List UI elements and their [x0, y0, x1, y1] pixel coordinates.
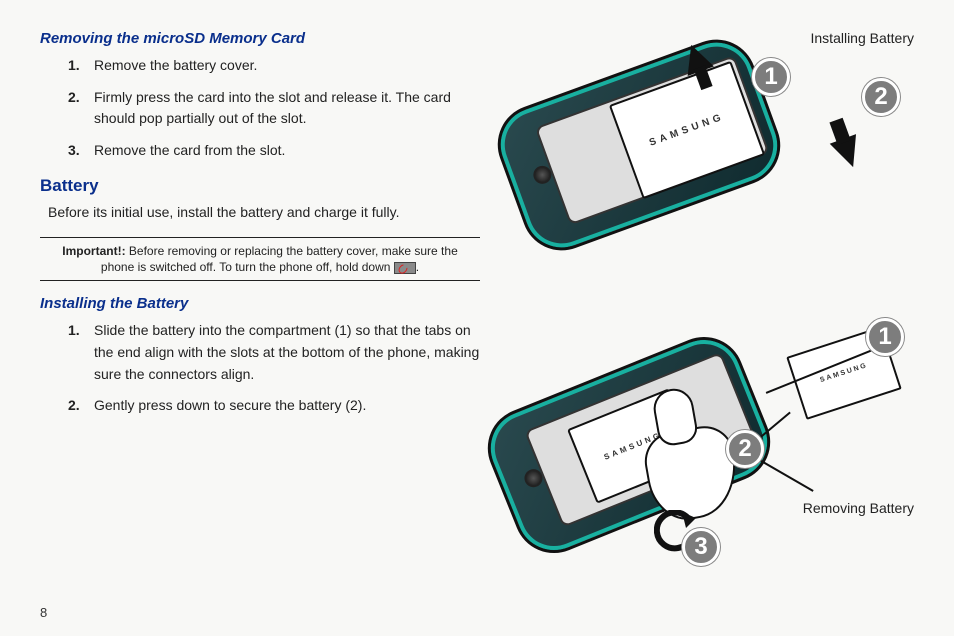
list-removing-microsd: 1. Remove the battery cover. 2. Firmly p… [68, 55, 480, 162]
brand-label: SAMSUNG [648, 111, 726, 148]
list-item: 1. Slide the battery into the compartmen… [68, 320, 480, 385]
list-text: Slide the battery into the compartment (… [94, 320, 480, 385]
list-text: Firmly press the card into the slot and … [94, 87, 480, 130]
list-item: 2. Firmly press the card into the slot a… [68, 87, 480, 130]
step-badge-2: 2 [726, 430, 764, 468]
list-item: 3. Remove the card from the slot. [68, 140, 480, 162]
power-key-icon [394, 262, 416, 274]
list-item: 1. Remove the battery cover. [68, 55, 480, 77]
step-badge-1: 1 [866, 318, 904, 356]
list-text: Gently press down to secure the battery … [94, 395, 480, 417]
right-column-figures: Installing Battery SAMSUNG 1 2 SAMSUNG S… [504, 30, 924, 590]
page-number: 8 [40, 605, 47, 620]
list-number: 3. [68, 140, 94, 162]
step-badge-2: 2 [862, 78, 900, 116]
list-text: Remove the battery cover. [94, 55, 480, 77]
list-number: 1. [68, 55, 94, 77]
important-text-end: . [416, 260, 419, 274]
list-number: 2. [68, 87, 94, 130]
arrow-down-icon [830, 134, 867, 172]
battery-intro-text: Before its initial use, install the batt… [48, 202, 480, 223]
important-label: Important!: [62, 244, 129, 258]
list-item: 2. Gently press down to secure the batte… [68, 395, 480, 417]
step-badge-1: 1 [752, 58, 790, 96]
list-installing-battery: 1. Slide the battery into the compartmen… [68, 320, 480, 417]
step-badge-3: 3 [682, 528, 720, 566]
list-number: 1. [68, 320, 94, 385]
heading-removing-microsd: Removing the microSD Memory Card [40, 30, 480, 47]
heading-battery: Battery [40, 176, 480, 196]
caption-removing-battery: Removing Battery [803, 500, 914, 516]
brand-label: SAMSUNG [819, 362, 869, 384]
important-callout: Important!: Before removing or replacing… [40, 237, 480, 281]
left-column: Removing the microSD Memory Card 1. Remo… [40, 30, 480, 427]
heading-installing-battery: Installing the Battery [40, 295, 480, 312]
caption-installing-battery: Installing Battery [811, 30, 915, 46]
list-number: 2. [68, 395, 94, 417]
list-text: Remove the card from the slot. [94, 140, 480, 162]
